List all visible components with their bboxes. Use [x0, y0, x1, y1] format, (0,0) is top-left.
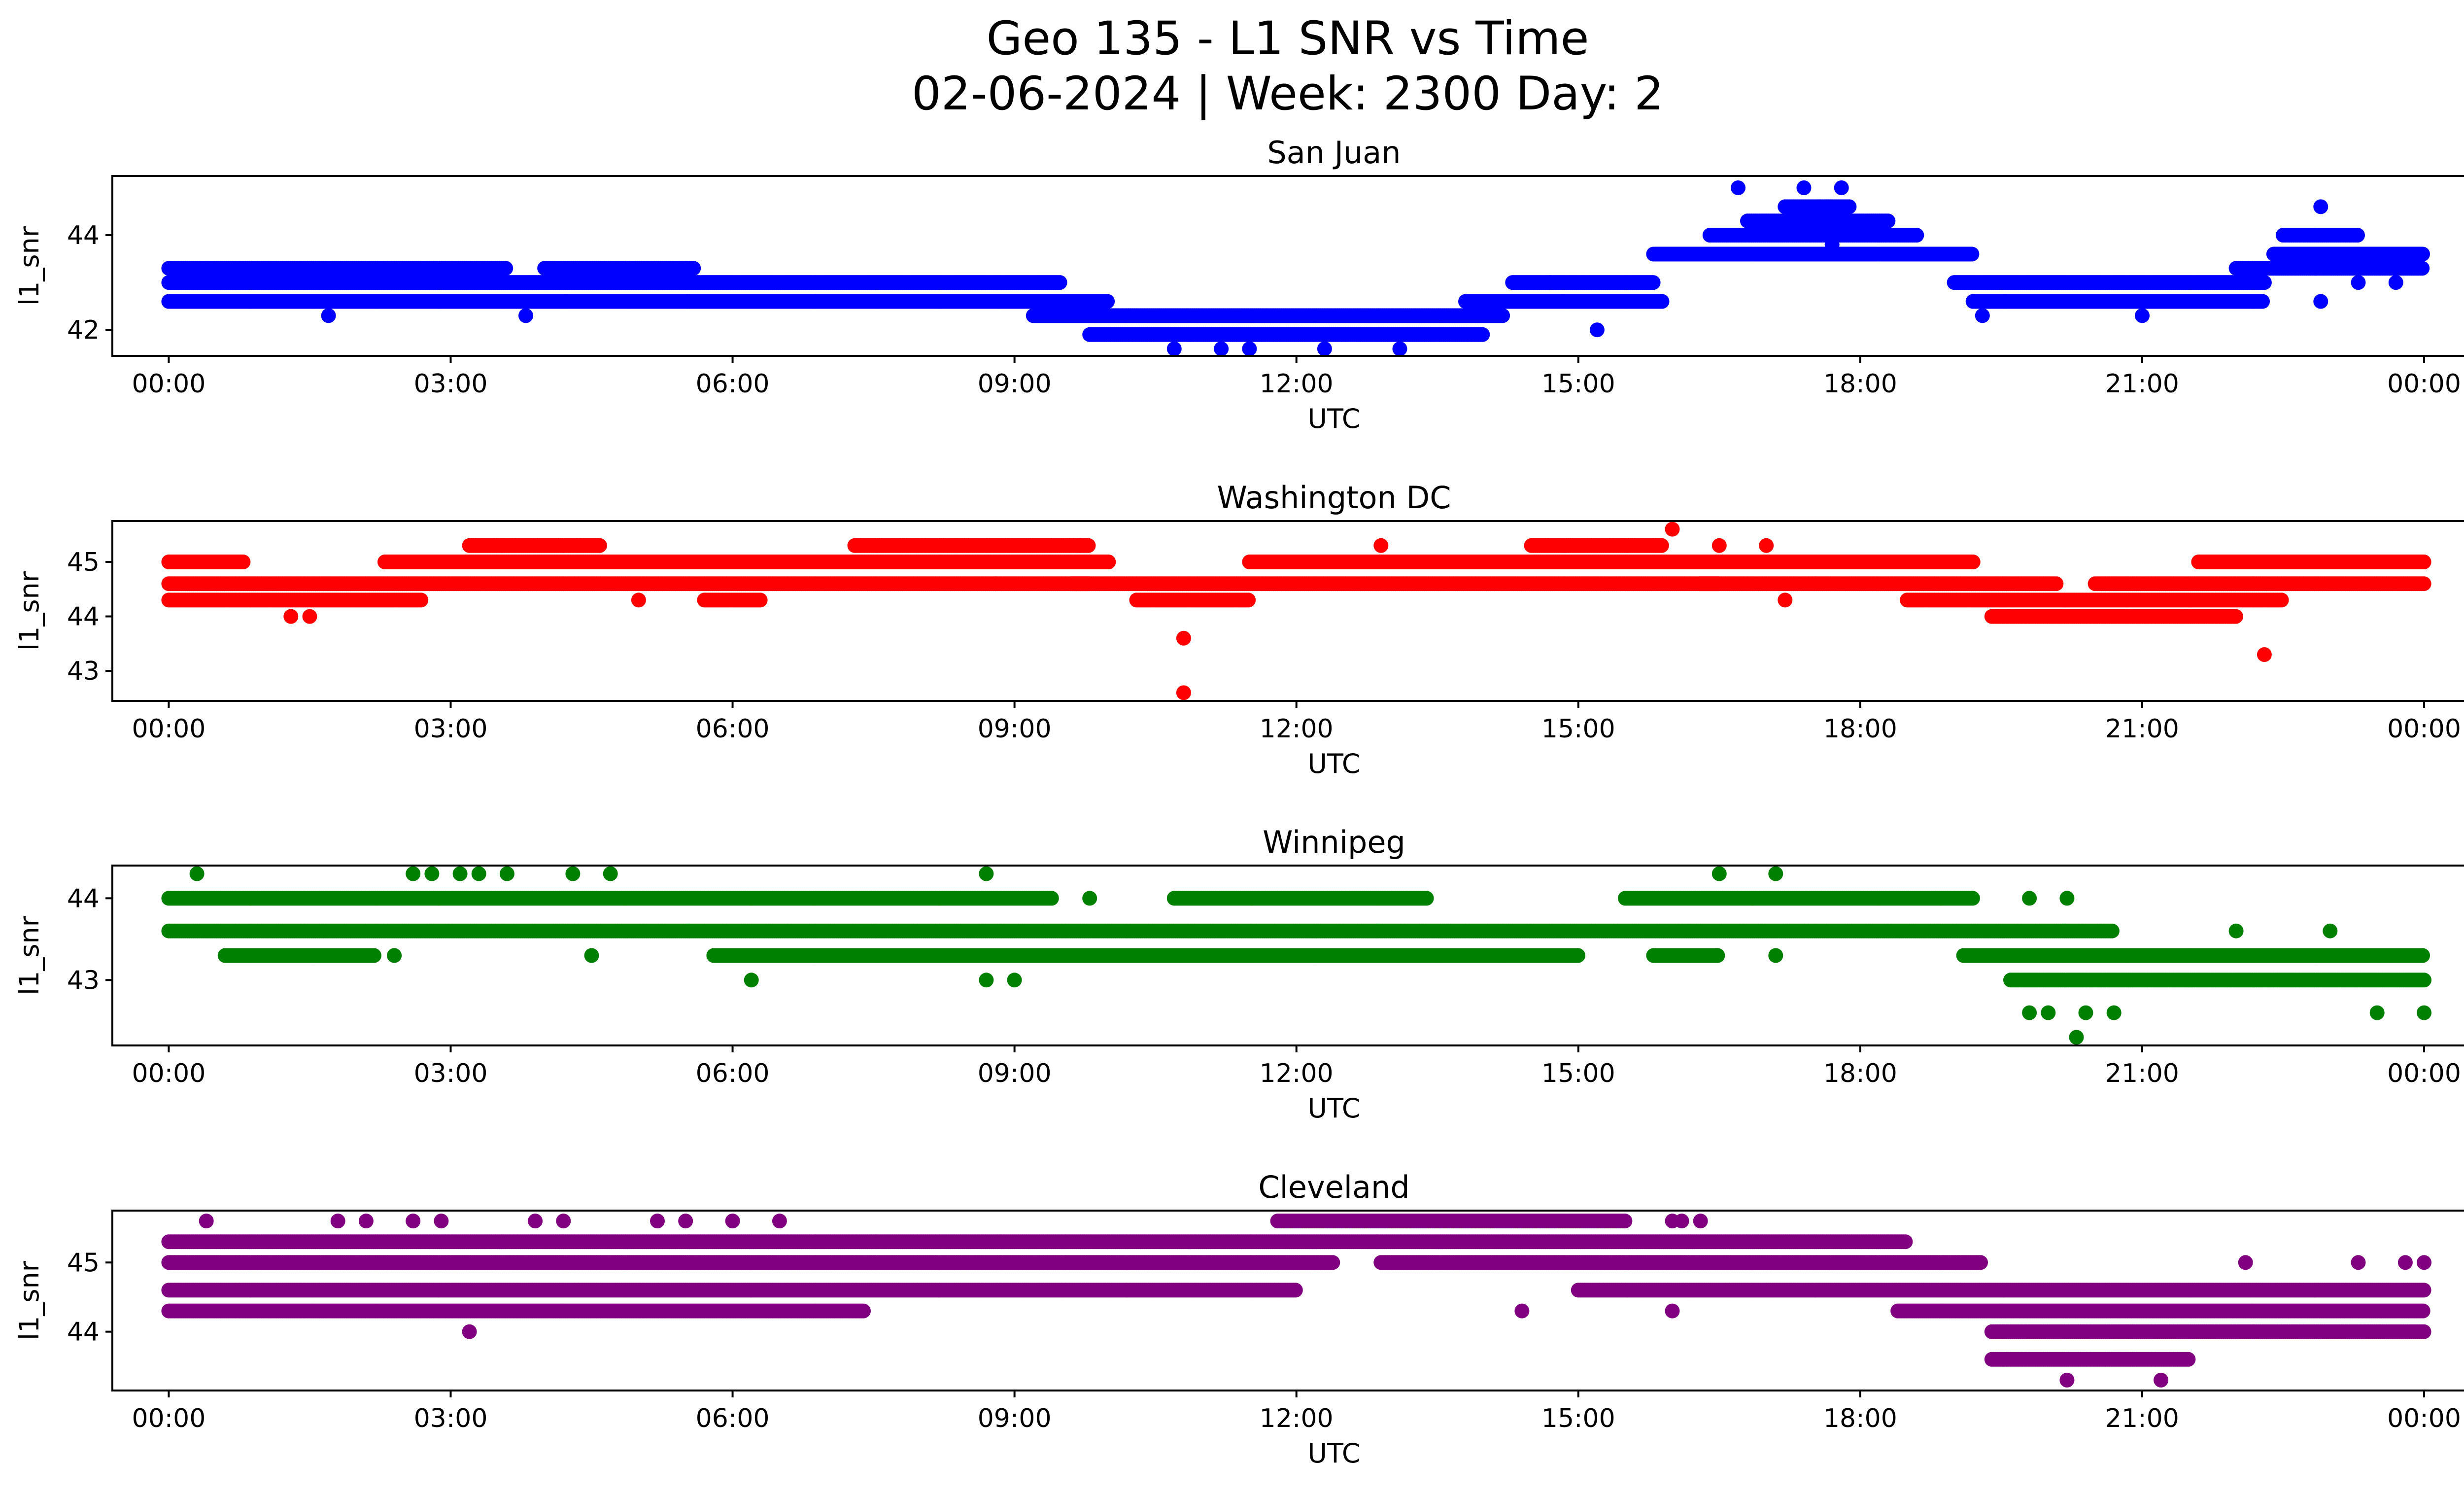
- data-point: [498, 261, 513, 276]
- data-point: [1731, 180, 1745, 195]
- figure-title-line2: 02-06-2024 | Week: 2300 Day: 2: [912, 67, 1664, 121]
- figure-title-line1: Geo 135 - L1 SNR vs Time: [987, 12, 1589, 66]
- data-point: [321, 308, 336, 323]
- y-tick-label: 42: [67, 315, 100, 345]
- data-point: [2313, 199, 2328, 214]
- x-tick-label: 09:00: [978, 369, 1052, 399]
- data-point: [1589, 322, 1605, 338]
- x-tick-label: 12:00: [1260, 369, 1334, 399]
- data-point: [1881, 213, 1896, 229]
- x-tick-label: 03:00: [414, 369, 488, 399]
- data-point: [1842, 199, 1857, 214]
- data-point: [1975, 308, 1990, 323]
- data-point: [2257, 275, 2272, 290]
- x-tick-label: 18:00: [1823, 369, 1897, 399]
- data-point: [2350, 228, 2365, 243]
- data-point: [1392, 341, 1407, 356]
- data-point: [413, 592, 429, 608]
- panel-title: Washington DC: [1217, 480, 1451, 516]
- data-point: [2313, 294, 2328, 309]
- data-point: [1964, 246, 1980, 262]
- data-point: [1241, 592, 1256, 608]
- data-point: [1100, 294, 1115, 309]
- data-point: [1654, 294, 1670, 309]
- data-point: [1796, 180, 1812, 195]
- data-point: [678, 261, 693, 276]
- data-point: [2351, 275, 2366, 290]
- data-point: [2415, 246, 2430, 262]
- data-point: [1101, 555, 1116, 569]
- x-tick-label: 00:00: [2387, 369, 2461, 399]
- data-point: [1542, 275, 1558, 290]
- data-point: [1317, 341, 1332, 356]
- x-tick-label: 15:00: [1541, 369, 1615, 399]
- data-point: [1214, 341, 1229, 356]
- data-point: [518, 308, 533, 323]
- data-point: [2388, 275, 2403, 290]
- data-point: [2274, 592, 2289, 608]
- data-point: [1645, 275, 1661, 290]
- data-point: [1475, 327, 1490, 342]
- data-point: [1834, 180, 1849, 195]
- data-point: [2135, 308, 2150, 323]
- x-tick-label: 21:00: [2105, 369, 2179, 399]
- panel-san-juan: San Juan 00:00 03:00 06:00 09:00 12:00 15:00 18…: [14, 135, 2464, 434]
- data-point: [2416, 576, 2431, 591]
- data-point: [1242, 341, 1257, 356]
- data-point: [1824, 237, 1840, 252]
- data-point: [1052, 275, 1067, 290]
- data-point: [753, 592, 768, 608]
- data-point: [2415, 261, 2430, 276]
- y-axis-label: l1_snr: [14, 226, 45, 306]
- data-point: [1495, 308, 1510, 323]
- data-point: [2255, 294, 2270, 309]
- data-point: [1909, 228, 1924, 243]
- panel-title: San Juan: [1267, 135, 1401, 171]
- x-axis-label: UTC: [1307, 403, 1360, 434]
- data-point: [236, 555, 251, 569]
- data-point: [2049, 576, 2064, 591]
- y-tick-label: 44: [67, 221, 100, 250]
- data-points: [161, 180, 2430, 356]
- x-tick-label: 00:00: [132, 369, 205, 399]
- data-point: [2416, 555, 2431, 569]
- x-tick-label: 06:00: [696, 369, 770, 399]
- data-point: [1166, 341, 1182, 356]
- data-point: [1965, 555, 1981, 569]
